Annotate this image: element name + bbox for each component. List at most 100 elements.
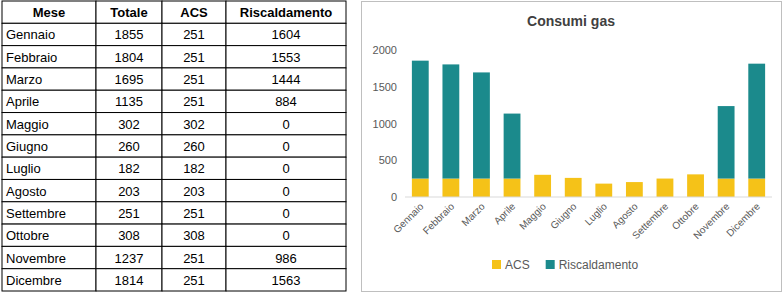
bar (565, 178, 582, 197)
cell (162, 113, 226, 135)
cell (226, 68, 346, 90)
cell (226, 246, 346, 268)
header-cell (96, 1, 162, 23)
cell (162, 224, 226, 246)
cell (226, 135, 346, 157)
cell (162, 179, 226, 201)
cell-text: 1563 (272, 273, 301, 288)
cell (162, 246, 226, 268)
bar (718, 179, 735, 197)
cell-text: Gennaio (6, 27, 55, 42)
cell-text: Luglio (6, 161, 41, 176)
x-tick-label: Aprile (492, 200, 518, 226)
x-axis-line (405, 197, 772, 198)
header-cell (2, 1, 96, 23)
bar (687, 174, 704, 175)
cell (96, 113, 162, 135)
cell (96, 23, 162, 45)
cell-text: 260 (183, 139, 205, 154)
cell (2, 269, 96, 291)
cell (226, 90, 346, 112)
cell (226, 224, 346, 246)
bar (748, 179, 765, 197)
cell (226, 157, 346, 179)
x-tick-label: Novembre (691, 200, 732, 241)
bar (595, 183, 612, 184)
cell (162, 68, 226, 90)
cell (2, 202, 96, 224)
cell (96, 179, 162, 201)
cell (96, 135, 162, 157)
cell (96, 46, 162, 68)
bar (473, 72, 490, 178)
cell (96, 224, 162, 246)
cell (226, 46, 346, 68)
bar (626, 182, 643, 197)
cell-text: 203 (183, 184, 205, 199)
cell-text: Settembre (6, 206, 66, 221)
cell-text: 986 (275, 251, 297, 266)
cell-text: 1804 (115, 50, 144, 65)
table: MeseTotaleACSRiscaldamentoGennaio1855251… (2, 1, 346, 291)
x-tick-label: Luglio (583, 200, 610, 227)
bar (504, 114, 521, 179)
cell-text: 251 (183, 273, 205, 288)
cell (2, 113, 96, 135)
cell-text: Febbraio (6, 50, 57, 65)
cell-text: 0 (282, 139, 289, 154)
cell (2, 179, 96, 201)
page: Mese Totale ACSRiscaldamento Gennaio 1855 251… (0, 0, 784, 294)
x-tick-label: Maggio (517, 200, 548, 231)
y-tick-label: 2000 (373, 44, 397, 56)
bar (626, 182, 643, 183)
cell-text: 884 (275, 94, 297, 109)
chart-title: Consumi gas (527, 13, 615, 29)
cell-text: 0 (282, 161, 289, 176)
cell (2, 224, 96, 246)
bar (595, 184, 612, 197)
x-tick-label: Febbraio (421, 200, 457, 236)
cell-text: Aprile (6, 94, 39, 109)
header-text: Totale (110, 5, 147, 20)
bar (504, 179, 521, 197)
legend: ACSRiscaldamento (492, 258, 638, 272)
cell-text: 0 (282, 228, 289, 243)
cell (2, 157, 96, 179)
y-tick-label: 0 (391, 191, 397, 203)
bar (748, 64, 765, 179)
x-tick-label: Giugno (548, 200, 579, 231)
cell (226, 202, 346, 224)
cell-text: 1814 (115, 273, 144, 288)
cell-text: 308 (118, 228, 140, 243)
x-tick-label: Agosto (610, 200, 640, 230)
cell-text: 302 (118, 117, 140, 132)
header-text: Riscaldamento (240, 5, 333, 20)
header-cell (226, 1, 346, 23)
cell-text: 0 (282, 184, 289, 199)
cell-text: 1855 (115, 27, 144, 42)
cell-text: 251 (183, 94, 205, 109)
cell (162, 23, 226, 45)
cell-text: 1237 (115, 251, 144, 266)
cell-text: 0 (282, 117, 289, 132)
cell (96, 68, 162, 90)
y-tick-label: 500 (379, 154, 397, 166)
header-text: Mese (33, 5, 66, 20)
chart: Consumi gas0500100015002000GennaioFebbra… (362, 2, 782, 292)
cell-text: 251 (183, 27, 205, 42)
cell (162, 202, 226, 224)
cell-text: Giugno (6, 139, 48, 154)
x-tick-label: Settembre (630, 200, 671, 241)
bar (565, 177, 582, 178)
cell (162, 269, 226, 291)
legend-swatch (492, 260, 501, 269)
x-tick-label: Marzo (459, 200, 487, 228)
cell (2, 90, 96, 112)
cell-text: Dicembre (6, 273, 62, 288)
cell-text: 1553 (272, 50, 301, 65)
cell (226, 179, 346, 201)
bar (657, 179, 674, 197)
cell (226, 113, 346, 135)
cell-text: 251 (118, 206, 140, 221)
cell (96, 246, 162, 268)
